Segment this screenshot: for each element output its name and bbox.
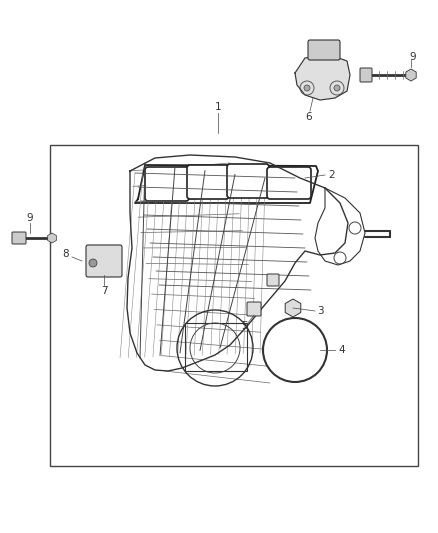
FancyBboxPatch shape xyxy=(360,68,372,82)
FancyBboxPatch shape xyxy=(187,165,229,199)
Text: 5: 5 xyxy=(241,321,247,331)
Text: 1: 1 xyxy=(215,102,221,112)
FancyBboxPatch shape xyxy=(86,245,122,277)
FancyBboxPatch shape xyxy=(247,302,261,316)
Text: 6: 6 xyxy=(306,112,312,122)
FancyBboxPatch shape xyxy=(267,167,311,199)
FancyBboxPatch shape xyxy=(145,167,189,201)
Text: 9: 9 xyxy=(410,52,416,62)
Polygon shape xyxy=(295,55,350,100)
FancyBboxPatch shape xyxy=(12,232,26,244)
Circle shape xyxy=(89,259,97,267)
FancyBboxPatch shape xyxy=(308,40,340,60)
Text: 2: 2 xyxy=(328,170,336,180)
Text: 7: 7 xyxy=(101,286,107,296)
FancyBboxPatch shape xyxy=(227,164,269,198)
Text: 4: 4 xyxy=(339,345,345,355)
FancyBboxPatch shape xyxy=(267,274,279,286)
Circle shape xyxy=(304,85,310,91)
Circle shape xyxy=(334,85,340,91)
Text: 8: 8 xyxy=(63,249,69,259)
Text: 9: 9 xyxy=(27,213,33,223)
Text: 3: 3 xyxy=(317,306,323,316)
Bar xyxy=(50,145,418,466)
